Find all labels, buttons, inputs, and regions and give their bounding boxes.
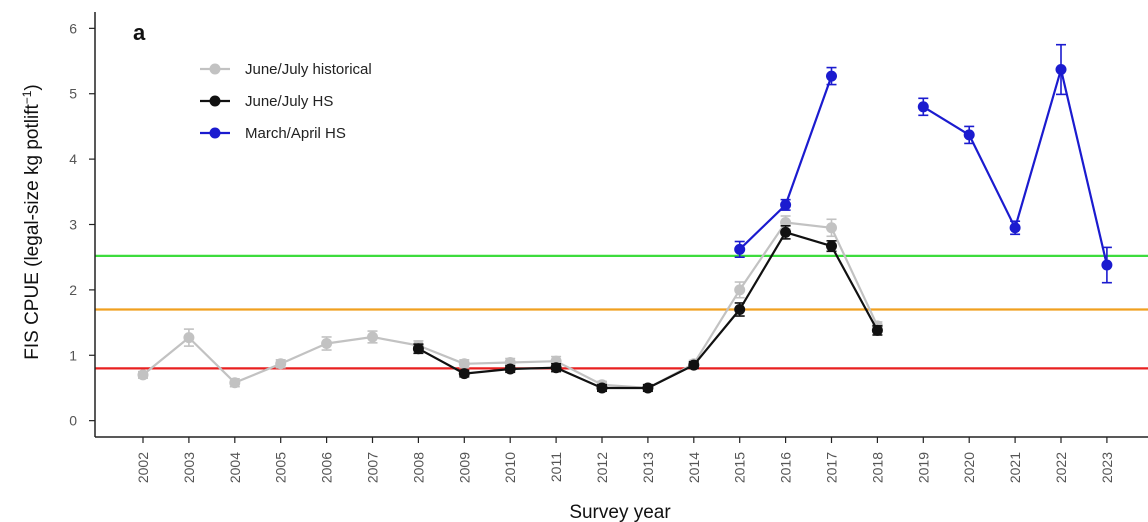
y-axis-title-close: ) — [22, 84, 43, 90]
y-axis-title-superscript: −1 — [20, 90, 34, 104]
legend-marker — [209, 127, 221, 139]
data-point — [826, 222, 837, 234]
legend-label: June/July historical — [245, 61, 372, 78]
data-point — [871, 324, 883, 336]
x-tick-label: 2020 — [961, 452, 977, 483]
x-tick-label: 2014 — [686, 452, 702, 483]
data-point — [458, 358, 470, 370]
x-tick-label: 2005 — [273, 452, 289, 483]
legend: June/July historical June/July HS March/Ap… — [200, 61, 372, 142]
series-layer — [137, 43, 1113, 394]
data-point — [734, 243, 746, 255]
x-tick-label: 2009 — [456, 452, 472, 483]
y-tick-label: 2 — [69, 282, 77, 298]
panel-label: a — [133, 20, 146, 45]
x-tick-label: 2022 — [1053, 452, 1069, 483]
data-point — [1101, 259, 1113, 271]
x-tick-label: 2012 — [594, 452, 610, 483]
legend-marker — [209, 63, 221, 75]
data-point — [275, 358, 287, 370]
y-tick-label: 3 — [69, 217, 77, 233]
y-tick-label: 0 — [69, 413, 77, 429]
data-point — [458, 368, 470, 380]
data-point — [734, 284, 746, 296]
x-tick-label: 2015 — [732, 452, 748, 483]
x-tick-label: 2017 — [824, 452, 840, 483]
data-point — [734, 304, 746, 315]
data-point — [550, 362, 562, 374]
data-point — [137, 369, 149, 381]
data-point — [229, 377, 241, 389]
data-point — [596, 382, 608, 394]
y-tick-label: 4 — [69, 151, 77, 167]
data-point — [412, 343, 424, 355]
x-tick-label: 2008 — [410, 452, 426, 483]
x-tick-label: 2004 — [227, 452, 243, 483]
y-tick-label: 5 — [69, 86, 77, 102]
data-point — [917, 101, 929, 113]
x-tick-label: 2006 — [319, 452, 335, 483]
x-tick-label: 2010 — [502, 452, 518, 483]
x-tick-label: 2011 — [548, 452, 564, 482]
data-point — [1055, 64, 1067, 76]
data-point — [688, 359, 700, 371]
data-point — [826, 240, 837, 252]
y-tick-label: 1 — [69, 347, 77, 363]
x-tick-label: 2016 — [778, 452, 794, 483]
series-1 — [412, 225, 883, 394]
x-tick-label: 2018 — [869, 452, 885, 483]
y-axis-title-main: FIS CPUE (legal-size kg potlift — [22, 104, 43, 360]
x-tick-label: 2021 — [1007, 452, 1023, 483]
x-tick-label: 2023 — [1099, 452, 1115, 483]
data-point — [780, 199, 792, 211]
data-point — [367, 331, 378, 343]
x-tick-label: 2007 — [365, 452, 381, 483]
y-ticks: 0 1 2 3 4 5 6 — [69, 20, 95, 429]
y-tick-label: 6 — [69, 20, 77, 36]
x-tick-label: 2002 — [135, 452, 151, 483]
legend-label: March/April HS — [245, 125, 346, 142]
series-2 — [734, 43, 1113, 284]
series-line — [922, 68, 1108, 266]
data-point — [183, 332, 195, 344]
data-point — [642, 382, 654, 394]
reference-lines — [95, 254, 1148, 370]
data-point — [780, 226, 792, 238]
x-ticks: 2002 2003 2004 2005 2006 2007 2008 2009 2010 2011… — [135, 437, 1115, 483]
legend-marker — [209, 95, 221, 107]
data-point — [826, 70, 837, 82]
x-axis-title: Survey year — [569, 502, 671, 522]
y-axis-title: FIS CPUE (legal-size kg potlift−1) — [20, 84, 43, 360]
x-tick-label: 2003 — [181, 452, 197, 483]
x-tick-label: 2013 — [640, 452, 656, 483]
data-point — [1009, 222, 1021, 234]
x-tick-label: 2019 — [915, 452, 931, 483]
data-point — [963, 129, 975, 141]
data-point — [321, 338, 333, 349]
legend-label: June/July HS — [245, 93, 333, 110]
data-point — [504, 363, 516, 375]
